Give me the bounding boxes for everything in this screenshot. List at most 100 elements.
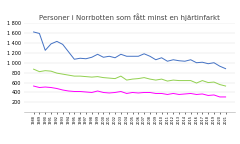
Norrbotten Totalt [73,58,76,60]
Norrbotten Män [73,75,76,77]
Norrbotten Män [160,78,163,80]
Norrbotten Män [90,76,93,78]
Norrbotten Män [137,78,140,79]
Norrbotten Kvinnor [224,96,227,98]
Norrbotten Kvinnor [108,92,111,94]
Norrbotten Totalt [218,65,221,67]
Norrbotten Kvinnor [44,86,47,88]
Norrbotten Totalt [224,68,227,70]
Norrbotten Män [213,81,216,83]
Norrbotten Kvinnor [149,92,151,93]
Norrbotten Män [149,78,151,80]
Norrbotten Män [201,80,204,82]
Norrbotten Totalt [90,56,93,58]
Norrbotten Totalt [38,33,41,34]
Norrbotten Män [96,76,99,77]
Norrbotten Kvinnor [172,93,175,94]
Norrbotten Kvinnor [166,94,169,95]
Norrbotten Totalt [172,59,175,61]
Norrbotten Män [67,74,70,76]
Norrbotten Kvinnor [61,89,64,91]
Norrbotten Män [166,80,169,82]
Norrbotten Kvinnor [131,92,134,93]
Norrbotten Totalt [55,40,58,42]
Norrbotten Totalt [195,62,198,64]
Norrbotten Män [55,72,58,74]
Norrbotten Totalt [213,62,216,64]
Norrbotten Män [79,75,82,77]
Norrbotten Män [131,78,134,80]
Norrbotten Totalt [108,55,111,57]
Line: Norrbotten Kvinnor: Norrbotten Kvinnor [34,86,226,97]
Norrbotten Totalt [137,55,140,57]
Norrbotten Män [189,80,192,82]
Norrbotten Män [44,70,47,72]
Norrbotten Män [183,80,186,82]
Norrbotten Män [172,79,175,81]
Norrbotten Kvinnor [96,90,99,92]
Norrbotten Män [195,82,198,84]
Norrbotten Män [61,73,64,75]
Norrbotten Män [50,70,53,72]
Norrbotten Totalt [149,55,151,57]
Norrbotten Totalt [114,57,116,59]
Norrbotten Män [143,77,146,78]
Norrbotten Kvinnor [120,91,122,92]
Norrbotten Män [154,79,157,81]
Norrbotten Män [114,78,116,79]
Norrbotten Kvinnor [32,85,35,87]
Norrbotten Män [218,84,221,85]
Norrbotten Kvinnor [195,94,198,95]
Norrbotten Kvinnor [84,91,87,93]
Norrbotten Totalt [50,43,53,45]
Norrbotten Kvinnor [154,93,157,94]
Norrbotten Totalt [178,60,180,62]
Norrbotten Män [224,85,227,87]
Norrbotten Män [125,79,128,81]
Norrbotten Totalt [207,63,210,65]
Norrbotten Kvinnor [143,92,146,93]
Norrbotten Män [108,77,111,79]
Norrbotten Totalt [102,56,105,58]
Norrbotten Män [102,77,105,78]
Norrbotten Totalt [84,58,87,60]
Norrbotten Kvinnor [213,94,216,96]
Norrbotten Män [178,80,180,82]
Norrbotten Totalt [67,51,70,53]
Norrbotten Män [207,82,210,83]
Norrbotten Kvinnor [160,93,163,94]
Norrbotten Kvinnor [207,95,210,96]
Title: Personer i Norrbotten som fått minst en hjärtinfarkt: Personer i Norrbotten som fått minst en … [39,14,220,21]
Norrbotten Totalt [160,57,163,59]
Norrbotten Män [38,71,41,73]
Norrbotten Kvinnor [183,93,186,95]
Norrbotten Totalt [154,59,157,61]
Norrbotten Totalt [201,61,204,63]
Norrbotten Män [32,68,35,70]
Norrbotten Totalt [79,57,82,59]
Norrbotten Kvinnor [102,92,105,93]
Norrbotten Kvinnor [67,90,70,92]
Norrbotten Kvinnor [114,92,116,93]
Norrbotten Kvinnor [79,91,82,92]
Norrbotten Totalt [183,60,186,62]
Norrbotten Totalt [61,43,64,45]
Norrbotten Kvinnor [38,87,41,88]
Norrbotten Män [120,75,122,77]
Norrbotten Totalt [125,55,128,57]
Norrbotten Kvinnor [55,88,58,89]
Norrbotten Totalt [131,55,134,57]
Norrbotten Totalt [96,53,99,55]
Norrbotten Kvinnor [218,96,221,98]
Norrbotten Totalt [44,49,47,51]
Norrbotten Totalt [32,31,35,33]
Line: Norrbotten Totalt: Norrbotten Totalt [34,32,226,69]
Norrbotten Kvinnor [201,93,204,95]
Norrbotten Kvinnor [50,87,53,88]
Norrbotten Totalt [143,53,146,55]
Norrbotten Kvinnor [189,93,192,94]
Norrbotten Män [84,76,87,77]
Norrbotten Kvinnor [90,92,93,93]
Norrbotten Totalt [120,53,122,55]
Norrbotten Kvinnor [178,94,180,95]
